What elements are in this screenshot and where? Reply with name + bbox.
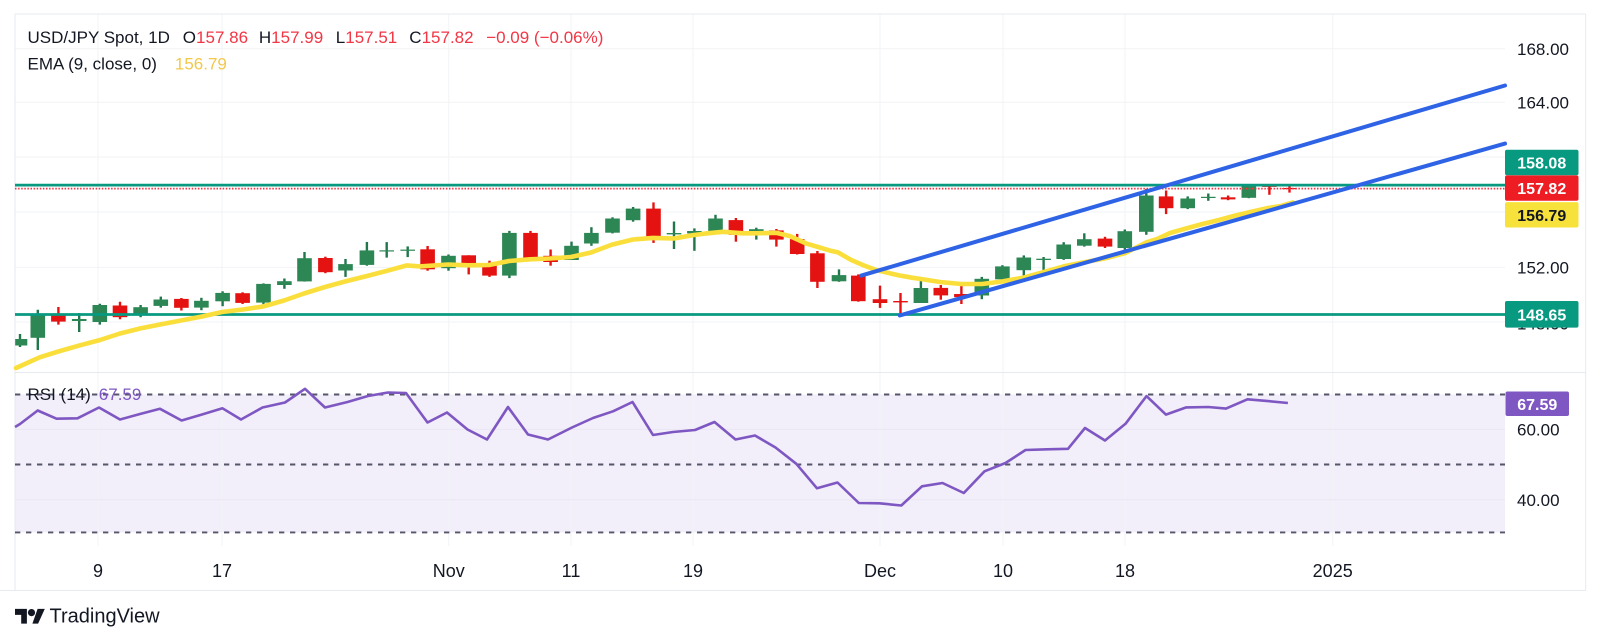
- svg-text:TradingView: TradingView: [50, 606, 161, 628]
- svg-text:18: 18: [1115, 561, 1135, 581]
- svg-text:148.65: 148.65: [1517, 307, 1566, 324]
- svg-text:Dec: Dec: [864, 561, 896, 581]
- svg-text:H157.99: H157.99: [259, 28, 323, 47]
- svg-text:10: 10: [993, 561, 1013, 581]
- svg-text:158.08: 158.08: [1517, 156, 1566, 173]
- svg-text:152.00: 152.00: [1517, 259, 1569, 278]
- svg-text:67.59: 67.59: [1517, 397, 1557, 414]
- svg-text:11: 11: [562, 561, 581, 581]
- svg-text:O157.86: O157.86: [183, 28, 248, 47]
- svg-text:164.00: 164.00: [1517, 93, 1569, 112]
- svg-text:156.79: 156.79: [175, 55, 227, 74]
- svg-text:156.79: 156.79: [1517, 208, 1566, 225]
- svg-text:C157.82: C157.82: [409, 28, 473, 47]
- svg-text:60.00: 60.00: [1517, 421, 1560, 440]
- svg-text:USD/JPY Spot, 1D: USD/JPY Spot, 1D: [28, 28, 170, 47]
- svg-text:L157.51: L157.51: [336, 28, 397, 47]
- svg-text:Nov: Nov: [433, 561, 465, 581]
- svg-text:RSI (14): RSI (14): [28, 385, 91, 404]
- svg-text:EMA (9, close, 0): EMA (9, close, 0): [28, 55, 157, 74]
- svg-text:2025: 2025: [1313, 561, 1353, 581]
- svg-text:−0.09 (−0.06%): −0.09 (−0.06%): [486, 28, 603, 47]
- svg-text:17: 17: [212, 561, 232, 581]
- svg-text:40.00: 40.00: [1517, 491, 1560, 510]
- svg-text:9: 9: [93, 561, 103, 581]
- svg-text:157.82: 157.82: [1517, 181, 1566, 198]
- svg-text:67.59: 67.59: [99, 385, 142, 404]
- svg-text:168.00: 168.00: [1517, 40, 1569, 59]
- svg-text:19: 19: [683, 561, 703, 581]
